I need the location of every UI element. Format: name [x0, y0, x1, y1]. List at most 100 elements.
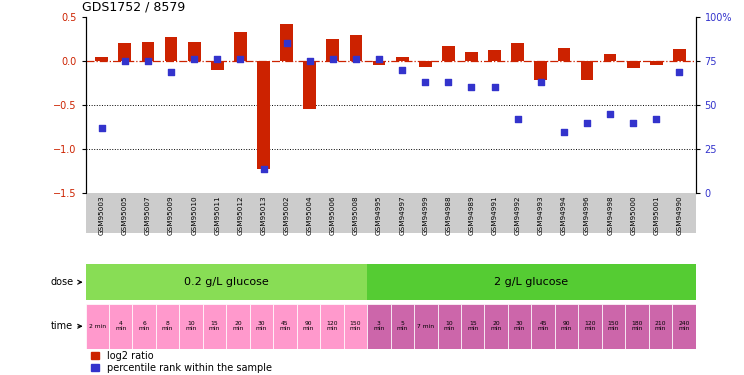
Text: GSM95011: GSM95011	[214, 195, 220, 235]
Bar	[250, 304, 273, 349]
Text: 0.2 g/L glucose: 0.2 g/L glucose	[184, 277, 269, 287]
Bar	[226, 304, 250, 349]
Text: GSM95006: GSM95006	[330, 195, 336, 235]
Point	[397, 67, 408, 73]
Text: 2 g/L glucose: 2 g/L glucose	[494, 277, 568, 287]
Point	[581, 120, 593, 126]
Bar	[187, 42, 201, 61]
Text: time: time	[51, 321, 82, 331]
Point	[165, 69, 177, 75]
Text: GSM95007: GSM95007	[145, 195, 151, 235]
Bar	[437, 304, 461, 349]
Bar	[531, 304, 555, 349]
Text: 10
min: 10 min	[185, 321, 197, 331]
Point	[604, 111, 616, 117]
Bar	[234, 32, 247, 61]
Bar	[578, 304, 602, 349]
Text: 7 min: 7 min	[417, 324, 434, 329]
Text: 2 min: 2 min	[89, 324, 106, 329]
Text: dose: dose	[51, 277, 82, 287]
Bar	[211, 61, 224, 70]
Bar	[557, 48, 570, 61]
Bar	[273, 304, 297, 349]
Legend: log2 ratio, percentile rank within the sample: log2 ratio, percentile rank within the s…	[91, 350, 273, 374]
Text: 30
min: 30 min	[514, 321, 525, 331]
Text: GSM94992: GSM94992	[515, 195, 521, 235]
Bar	[419, 61, 432, 67]
Text: GSM95000: GSM95000	[630, 195, 636, 235]
Bar	[367, 264, 696, 300]
Point	[257, 166, 269, 172]
Bar	[488, 50, 501, 61]
Bar	[396, 57, 408, 61]
Bar	[555, 304, 578, 349]
Bar	[179, 304, 203, 349]
Text: GSM95001: GSM95001	[653, 195, 659, 235]
Text: 6
min: 6 min	[138, 321, 150, 331]
Bar	[508, 304, 531, 349]
Text: 90
min: 90 min	[303, 321, 314, 331]
Bar	[672, 304, 696, 349]
Text: GDS1752 / 8579: GDS1752 / 8579	[82, 0, 185, 13]
Text: 20
min: 20 min	[232, 321, 244, 331]
Point	[558, 129, 570, 135]
Point	[142, 58, 154, 64]
Point	[234, 56, 246, 62]
Text: 45
min: 45 min	[279, 321, 291, 331]
Text: 150
min: 150 min	[608, 321, 619, 331]
Text: 30
min: 30 min	[256, 321, 267, 331]
Text: 45
min: 45 min	[537, 321, 549, 331]
Bar	[511, 44, 524, 61]
Text: GSM94989: GSM94989	[469, 195, 475, 235]
Text: GSM95008: GSM95008	[353, 195, 359, 235]
Bar	[484, 304, 508, 349]
Bar	[203, 304, 226, 349]
Text: GSM94990: GSM94990	[676, 195, 682, 235]
Point	[188, 56, 200, 62]
Point	[627, 120, 639, 126]
Bar	[580, 61, 594, 80]
Text: GSM95003: GSM95003	[99, 195, 105, 235]
Text: GSM95009: GSM95009	[168, 195, 174, 235]
Text: GSM94991: GSM94991	[492, 195, 498, 235]
Point	[327, 56, 339, 62]
Text: GSM94996: GSM94996	[584, 195, 590, 235]
Bar	[304, 61, 316, 110]
Point	[489, 84, 501, 90]
Bar	[442, 46, 455, 61]
Bar	[297, 304, 320, 349]
Bar	[109, 304, 132, 349]
Text: GSM94998: GSM94998	[607, 195, 613, 235]
Point	[512, 116, 524, 122]
Text: 8
min: 8 min	[162, 321, 173, 331]
Bar	[673, 49, 686, 61]
Text: GSM94997: GSM94997	[399, 195, 405, 235]
Bar	[602, 304, 625, 349]
Bar	[118, 44, 131, 61]
Bar	[604, 54, 617, 61]
Bar	[257, 61, 270, 169]
Bar	[132, 304, 156, 349]
Text: 150
min: 150 min	[350, 321, 361, 331]
Text: 20
min: 20 min	[490, 321, 502, 331]
Bar	[350, 34, 362, 61]
Bar	[86, 264, 367, 300]
Point	[466, 84, 478, 90]
Bar	[280, 24, 293, 61]
Text: 5
min: 5 min	[397, 321, 408, 331]
Text: 3
min: 3 min	[373, 321, 385, 331]
Text: 240
min: 240 min	[679, 321, 690, 331]
Point	[96, 125, 108, 131]
Point	[673, 69, 685, 75]
Text: GSM94993: GSM94993	[538, 195, 544, 235]
Text: 120
min: 120 min	[326, 321, 338, 331]
Bar	[164, 37, 177, 61]
Bar	[367, 304, 391, 349]
Bar	[649, 304, 672, 349]
Bar	[625, 304, 649, 349]
Bar	[627, 61, 640, 68]
Point	[650, 116, 662, 122]
Point	[420, 79, 432, 85]
Text: 180
min: 180 min	[632, 321, 643, 331]
Bar	[465, 52, 478, 61]
